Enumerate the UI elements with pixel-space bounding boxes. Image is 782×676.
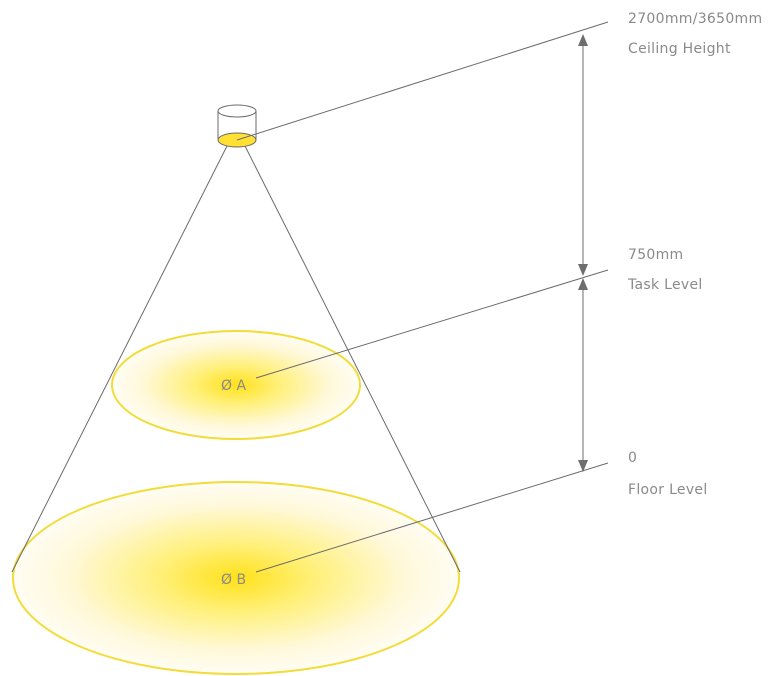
- task-level-label: Task Level: [627, 277, 703, 293]
- downlight-icon: [217, 104, 257, 148]
- ceiling-height-label: Ceiling Height: [628, 41, 731, 57]
- ceiling-height-value: 2700mm/3650mm: [628, 11, 762, 27]
- diameter-a-label: Ø A: [221, 378, 246, 394]
- beam-left-line: [11, 145, 228, 573]
- floor-light-pool: [12, 481, 460, 675]
- task-light-pool: [111, 330, 361, 440]
- diameter-b-label: Ø B: [221, 572, 246, 588]
- task-to-floor-dimension: [578, 278, 588, 472]
- floor-leader-line: [255, 462, 609, 573]
- ceiling-leader-line: [236, 21, 609, 141]
- floor-level-label: Floor Level: [628, 482, 708, 498]
- task-leader-line: [255, 269, 609, 379]
- floor-level-value: 0: [628, 450, 637, 466]
- beam-right-line: [244, 145, 461, 573]
- ceiling-to-task-dimension: [578, 34, 588, 276]
- task-level-value: 750mm: [628, 247, 684, 263]
